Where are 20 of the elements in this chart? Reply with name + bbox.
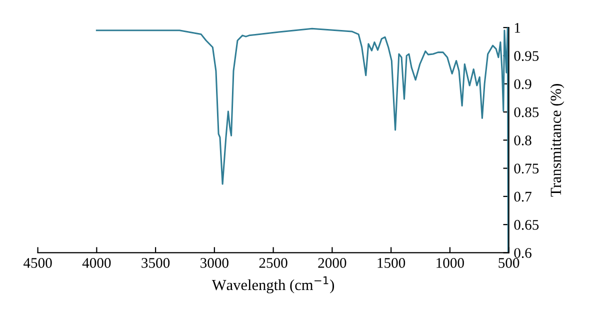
x-tick-label: 2500 <box>259 258 288 268</box>
x-tick-label: 1500 <box>378 258 406 268</box>
y-axis-title: Transmittance (%) <box>550 84 564 197</box>
y-tick-label: 0.75 <box>514 164 539 174</box>
y-tick-label: 0.85 <box>514 107 539 118</box>
y-tick-label: 0.9 <box>514 79 532 90</box>
y-tick-label: 0.65 <box>514 220 539 230</box>
x-tick-label: 4500 <box>24 258 52 268</box>
y-tick-label: 0.95 <box>514 51 539 61</box>
x-tick-label: 1000 <box>436 258 464 268</box>
y-tick-label: 0.8 <box>514 135 532 146</box>
y-tick-label: 1 <box>514 22 520 33</box>
x-tick-label: 3000 <box>200 258 228 268</box>
x-tick-label: 4000 <box>82 258 111 268</box>
x-tick-label: 2000 <box>318 258 346 268</box>
x-tick-label: 3500 <box>142 258 170 268</box>
x-tick-label: 500 <box>498 258 520 268</box>
y-tick-label: 0.7 <box>514 192 532 202</box>
y-tick-label: 0.6 <box>514 248 532 258</box>
x-axis-title: Wavelength (cm$^{−1}$) <box>212 276 334 294</box>
